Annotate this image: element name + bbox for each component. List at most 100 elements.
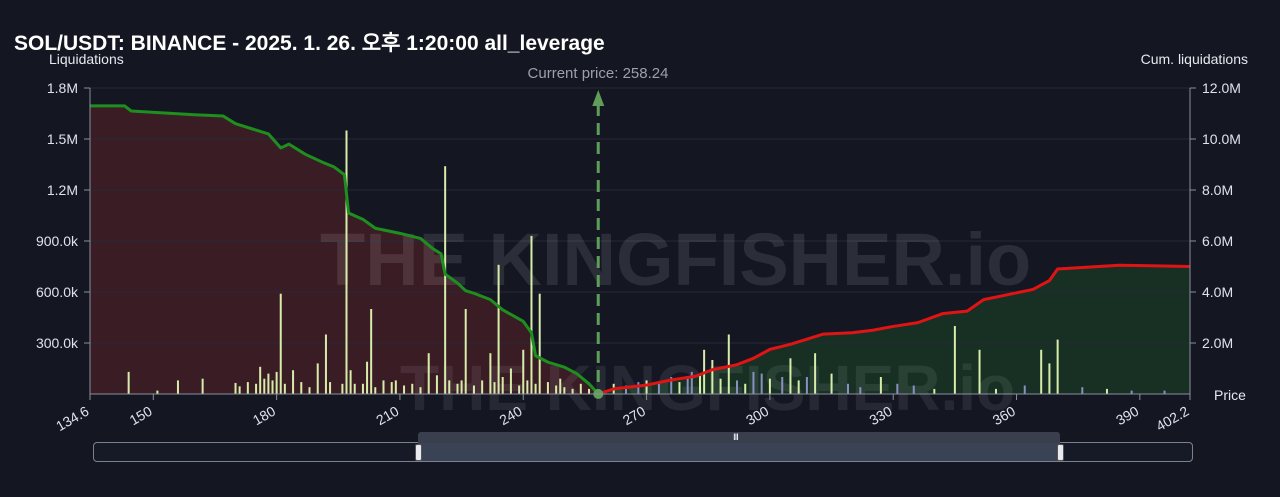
liquidation-bar xyxy=(394,380,397,394)
liquidation-bar xyxy=(329,382,332,394)
liquidation-bar xyxy=(789,358,792,394)
liquidation-bar xyxy=(645,380,648,394)
watermark-text: THE KINGFISHER.io xyxy=(320,218,1031,301)
liquidation-bar xyxy=(752,371,755,394)
liquidation-bar xyxy=(489,353,492,394)
liquidation-bar xyxy=(509,368,512,394)
liquidation-bar xyxy=(427,353,430,394)
liquidation-bar xyxy=(1056,339,1059,394)
liquidation-bar xyxy=(292,370,295,394)
liquidation-bar xyxy=(156,390,159,394)
liquidation-bar xyxy=(271,380,274,394)
liquidation-bar xyxy=(625,385,628,394)
liquidation-bar xyxy=(994,388,997,394)
navigator-selected-range[interactable] xyxy=(418,443,1060,461)
liquidation-bar xyxy=(308,387,311,394)
liquidation-bar xyxy=(361,383,364,394)
liquidation-bar xyxy=(805,377,808,394)
navigator-scrollbar[interactable] xyxy=(418,432,1060,443)
liquidation-bar xyxy=(234,382,237,394)
liquidation-bar xyxy=(382,380,385,394)
liquidation-bar xyxy=(579,383,582,394)
cum-short-liquidations-line xyxy=(90,104,600,396)
liquidation-bar xyxy=(411,383,414,394)
liquidation-bar xyxy=(1163,390,1166,394)
liquidation-bar xyxy=(760,373,763,394)
liquidation-bar xyxy=(1081,387,1084,394)
liquidation-bar xyxy=(719,378,722,394)
liquidation-bar xyxy=(353,383,356,394)
liquidation-bar xyxy=(563,387,566,394)
x-tick-label: 134.6 xyxy=(53,403,92,434)
x-tick-label: 150 xyxy=(127,403,155,429)
liquidation-bar xyxy=(300,382,303,394)
y-tick-label: 1.5M xyxy=(47,131,78,147)
liquidation-bar xyxy=(670,377,673,394)
liquidation-bar xyxy=(481,380,484,394)
liquidation-bar xyxy=(349,370,352,394)
liquidation-bar xyxy=(390,382,393,394)
liquidation-bar xyxy=(1105,388,1108,394)
y-tick-label: 300.0k xyxy=(36,335,79,351)
liquidation-bar xyxy=(283,383,286,394)
liquidation-bar xyxy=(699,375,702,394)
liquidation-bar xyxy=(246,382,249,394)
liquidation-bar xyxy=(933,388,936,394)
watermark-text: THE KINGFISHER.io xyxy=(400,352,1015,424)
y2-tick-label: 10.0M xyxy=(1202,131,1241,147)
y-tick-label: 900.0k xyxy=(36,233,79,249)
liquidation-bar xyxy=(518,385,521,394)
liquidation-bar xyxy=(546,382,549,394)
liquidation-bar xyxy=(370,309,373,394)
liquidation-bar xyxy=(637,382,640,394)
liquidation-bar xyxy=(501,377,504,394)
navigator-left-handle[interactable] xyxy=(415,444,422,461)
liquidation-bar xyxy=(978,349,981,394)
y2-tick-label: 12.0M xyxy=(1202,80,1241,96)
liquidation-bar xyxy=(912,385,915,394)
liquidation-bar xyxy=(316,363,319,394)
liquidation-bar xyxy=(879,377,882,394)
y-tick-label: 600.0k xyxy=(36,284,79,300)
liquidation-bar xyxy=(953,326,956,394)
liquidation-bar xyxy=(526,380,529,394)
liquidation-bar xyxy=(846,383,849,394)
y2-tick-label: 4.0M xyxy=(1202,284,1233,300)
liquidation-bar xyxy=(797,380,800,394)
liquidation-bar xyxy=(444,166,447,394)
liquidation-bar xyxy=(736,380,739,394)
liquidation-bar xyxy=(366,361,369,394)
current-price-label: Current price: 258.24 xyxy=(528,65,669,82)
liquidation-bar xyxy=(744,383,747,394)
liquidation-bar xyxy=(448,380,451,394)
x-tick-label: 180 xyxy=(250,403,278,429)
liquidation-bar xyxy=(456,383,459,394)
liquidation-bar xyxy=(859,387,862,394)
liquidation-bar xyxy=(460,380,463,394)
liquidation-bar xyxy=(464,309,467,394)
y2-tick-label: 8.0M xyxy=(1202,182,1233,198)
liquidation-bar xyxy=(238,386,241,394)
y-axis-title: Liquidations xyxy=(49,51,124,67)
y-tick-label: 1.8M xyxy=(47,80,78,96)
y-tick-label: 1.2M xyxy=(47,182,78,198)
liquidation-bar xyxy=(263,378,266,394)
y2-tick-label: 6.0M xyxy=(1202,233,1233,249)
liquidation-bar xyxy=(493,382,496,394)
cum-long-liquidations-line xyxy=(597,263,1191,396)
navigator-right-handle[interactable] xyxy=(1057,444,1064,461)
liquidation-bar xyxy=(711,360,714,394)
liquidation-bar xyxy=(814,353,817,394)
liquidation-bar xyxy=(324,334,327,394)
liquidation-bar xyxy=(1048,363,1051,394)
x-tick-label: 390 xyxy=(1113,403,1141,429)
liquidation-bar xyxy=(555,385,558,394)
liquidation-bar xyxy=(768,378,771,394)
liquidation-bar xyxy=(657,383,660,394)
liquidation-bar xyxy=(472,385,475,394)
liquidation-bar xyxy=(255,383,258,394)
liquidation-bar xyxy=(267,373,270,394)
chart-title: SOL/USDT: BINANCE - 2025. 1. 26. 오후 1:20… xyxy=(14,32,605,55)
x-axis-title: Price xyxy=(1214,387,1246,403)
navigator-grip-icon[interactable]: III xyxy=(733,433,739,443)
